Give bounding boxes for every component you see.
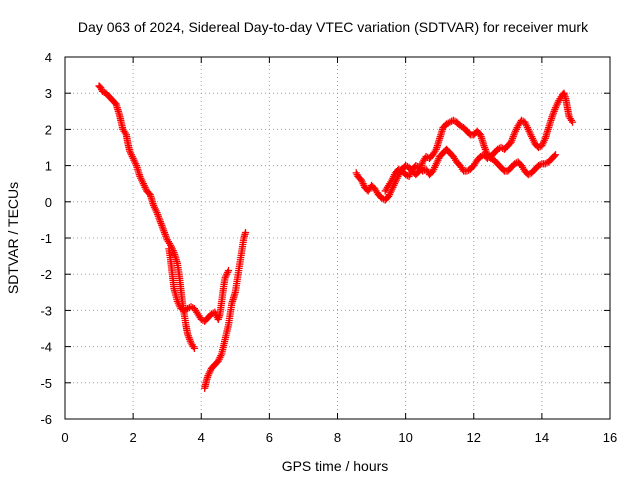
x-tick-label: 10 bbox=[398, 430, 412, 445]
x-tick-label: 0 bbox=[61, 430, 68, 445]
data-point bbox=[224, 266, 233, 275]
data-point bbox=[550, 152, 558, 160]
y-tick-label: -3 bbox=[40, 303, 52, 318]
y-tick-label: 0 bbox=[45, 195, 52, 210]
y-tick-label: -5 bbox=[40, 376, 52, 391]
data-point bbox=[568, 118, 577, 126]
x-tick-label: 12 bbox=[467, 430, 481, 445]
x-tick-label: 2 bbox=[130, 430, 137, 445]
y-tick-label: 3 bbox=[45, 86, 52, 101]
x-tick-label: 14 bbox=[535, 430, 549, 445]
data-points bbox=[95, 82, 577, 392]
y-axis-label: SDTVAR / TECUs bbox=[5, 182, 21, 294]
x-tick-label: 6 bbox=[266, 430, 273, 445]
x-axis-label: GPS time / hours bbox=[282, 458, 389, 474]
y-tick-label: 1 bbox=[45, 159, 52, 174]
y-tick-label: 2 bbox=[45, 122, 52, 137]
x-tick-label: 16 bbox=[603, 430, 617, 445]
y-tick-label: 4 bbox=[45, 50, 52, 65]
data-point bbox=[536, 161, 544, 169]
x-tick-label: 4 bbox=[198, 430, 205, 445]
y-tick-label: -2 bbox=[40, 267, 52, 282]
x-tick-label: 8 bbox=[334, 430, 341, 445]
y-tick-label: -4 bbox=[40, 340, 52, 355]
grid bbox=[65, 57, 610, 419]
data-point bbox=[190, 344, 199, 353]
chart-title: Day 063 of 2024, Sidereal Day-to-day VTE… bbox=[78, 19, 589, 35]
data-point bbox=[551, 151, 560, 159]
y-tick-label: -6 bbox=[40, 412, 52, 427]
data-point bbox=[241, 228, 250, 237]
y-tick-label: -1 bbox=[40, 231, 52, 246]
